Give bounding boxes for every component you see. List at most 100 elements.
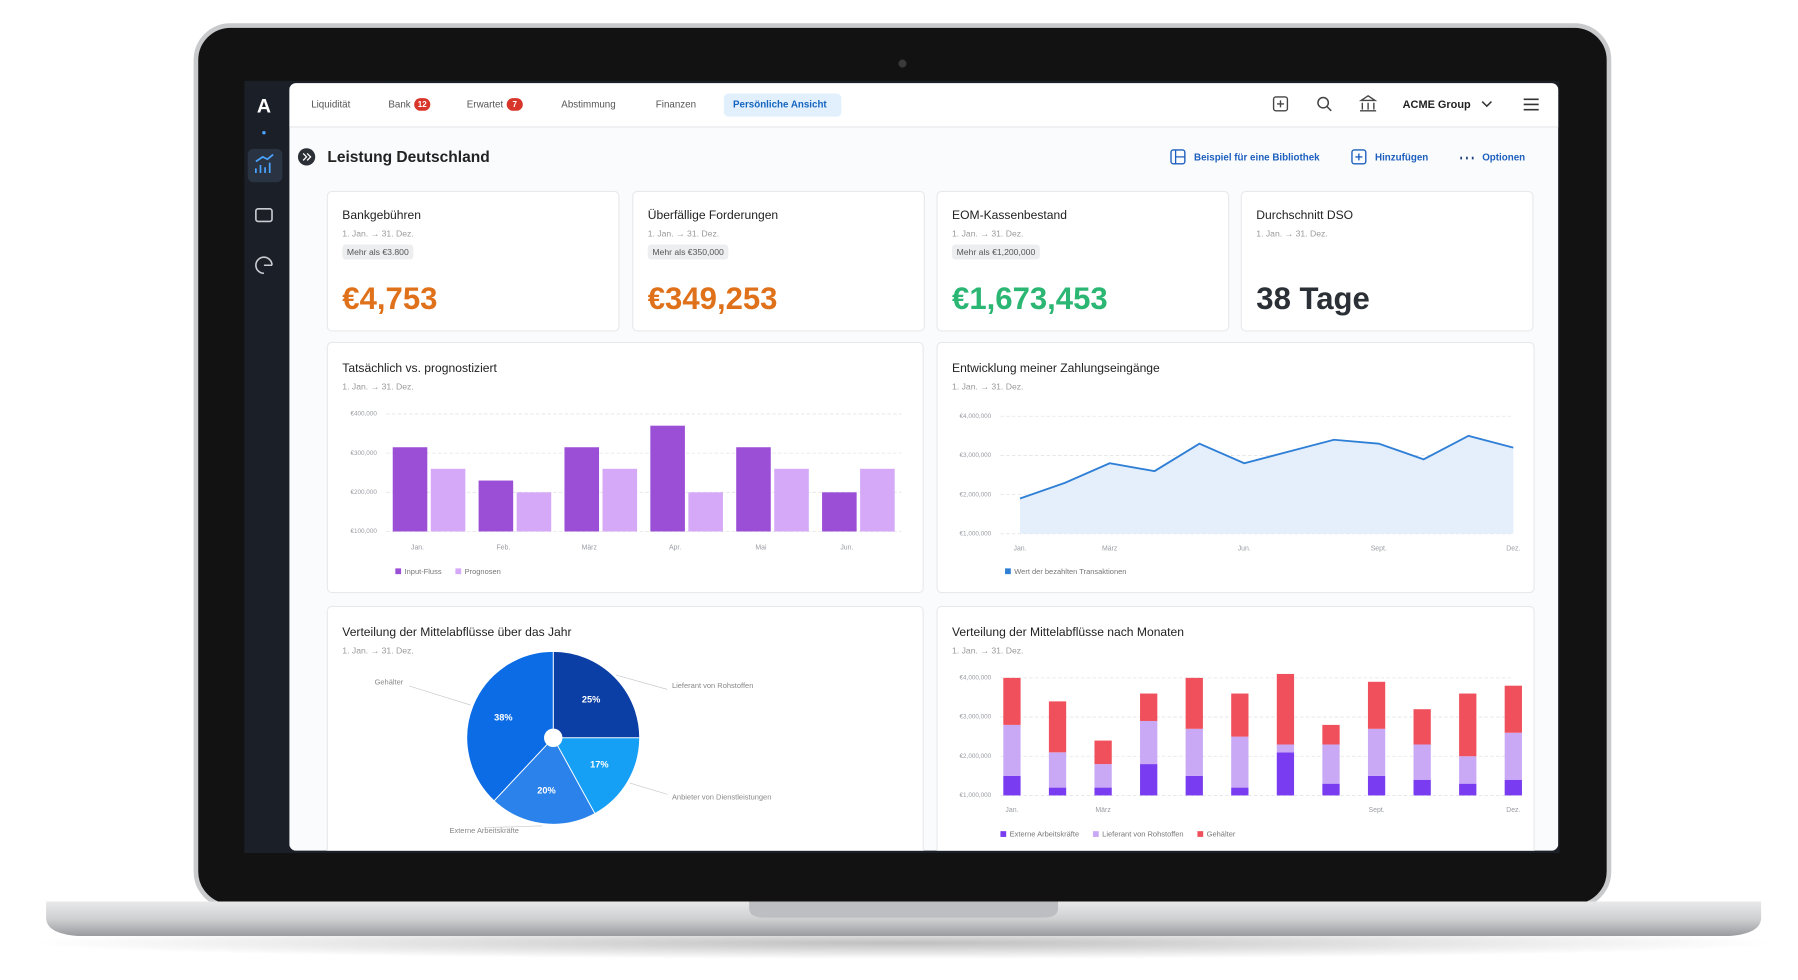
bar bbox=[736, 447, 771, 532]
chevron[interactable] bbox=[1481, 101, 1492, 108]
kpi-badge: Mehr als €350,000 bbox=[652, 247, 724, 257]
bar bbox=[774, 468, 809, 532]
chart-title: Verteilung der Mittelabflüsse über das J… bbox=[342, 625, 571, 639]
badge-bg bbox=[506, 98, 523, 111]
kpi-badge-bg bbox=[952, 244, 1040, 260]
slice-label: 38% bbox=[494, 713, 512, 723]
kpi-title: EOM-Kassenbestand bbox=[952, 208, 1067, 222]
kpi-value: €349,253 bbox=[648, 281, 778, 316]
x-tick-label: Dez. bbox=[1506, 807, 1520, 814]
pie-slice bbox=[466, 650, 554, 802]
x-tick-label: März bbox=[1102, 546, 1118, 553]
x-tick-label: Jan. bbox=[1013, 546, 1026, 553]
icon-plus bbox=[1277, 100, 1284, 108]
icon-search[interactable] bbox=[1317, 96, 1330, 109]
icon-bank[interactable] bbox=[1358, 94, 1378, 112]
legend-swatch bbox=[455, 568, 462, 575]
icon-search-handle bbox=[1326, 106, 1332, 112]
bar-segment bbox=[1094, 740, 1112, 765]
bar bbox=[392, 447, 428, 532]
y-tick-label: €3,000,000 bbox=[960, 452, 992, 459]
kpi-period: 1. Jan. → 31. Dez. bbox=[342, 228, 413, 238]
nav-tab[interactable]: Finanzen bbox=[656, 100, 696, 111]
legend-label: Prognosen bbox=[465, 567, 501, 576]
icon-wallet[interactable] bbox=[255, 207, 273, 223]
bar-segment bbox=[1048, 701, 1067, 753]
y-tick-label: €2,000,000 bbox=[960, 491, 992, 498]
slice-label: 25% bbox=[582, 694, 600, 704]
chart-subtitle: 1. Jan. → 31. Dez. bbox=[342, 382, 413, 392]
slice-label: 17% bbox=[590, 760, 608, 770]
kpi-badge-bg bbox=[342, 244, 414, 260]
bar-segment bbox=[1231, 736, 1249, 788]
icon-add[interactable] bbox=[1351, 149, 1367, 165]
legend-label: Wert der bezahlten Transaktionen bbox=[1014, 567, 1126, 576]
camera bbox=[898, 59, 907, 68]
pie-hole bbox=[544, 728, 563, 748]
bar-segment bbox=[1413, 709, 1431, 745]
legend-swatch bbox=[1000, 831, 1007, 837]
chart-subtitle: 1. Jan. → 31. Dez. bbox=[952, 382, 1023, 392]
kpi-value: €1,673,453 bbox=[952, 281, 1108, 316]
legend-swatch bbox=[1005, 568, 1011, 575]
icon-analytics[interactable] bbox=[255, 153, 274, 174]
kpi-title: Bankgebühren bbox=[342, 208, 421, 222]
x-tick-label: Jan. bbox=[1005, 807, 1018, 814]
icon-add-widget[interactable] bbox=[1272, 96, 1289, 112]
nav-tab[interactable]: Bank bbox=[388, 100, 410, 111]
nav-item-active[interactable] bbox=[247, 148, 283, 183]
bar bbox=[564, 447, 600, 532]
nav-tab[interactable]: Persönliche Ansicht bbox=[733, 100, 827, 111]
kpi-card bbox=[1240, 190, 1534, 332]
bar bbox=[602, 468, 638, 532]
bar-segment bbox=[1276, 673, 1295, 745]
badge-bg bbox=[414, 98, 431, 111]
leader-line bbox=[615, 674, 668, 690]
icon-connect[interactable] bbox=[255, 256, 273, 275]
slice-category: Lieferant von Rohstoffen bbox=[672, 681, 753, 690]
bar-segment bbox=[1322, 744, 1340, 784]
y-tick-label: €3,000,000 bbox=[960, 714, 992, 721]
bar-segment bbox=[1003, 724, 1021, 776]
dot bbox=[262, 130, 266, 135]
bar-segment bbox=[1322, 783, 1340, 796]
slice-category: Gehälter bbox=[375, 677, 404, 686]
chart-title: Entwicklung meiner Zahlungseingänge bbox=[952, 361, 1160, 375]
bar-segment bbox=[1140, 764, 1158, 796]
x-tick-label: Jun. bbox=[840, 544, 853, 551]
kpi-period: 1. Jan. → 31. Dez. bbox=[952, 228, 1023, 238]
nav-tab[interactable]: Liquidität bbox=[311, 100, 350, 111]
legend-label: Lieferant von Rohstoffen bbox=[1102, 830, 1183, 839]
slice-label: 20% bbox=[537, 785, 555, 795]
menu-icon[interactable] bbox=[1523, 98, 1539, 111]
kpi-value: 38 Tage bbox=[1256, 281, 1370, 316]
badge: 12 bbox=[418, 100, 427, 109]
bar-segment bbox=[1231, 693, 1249, 737]
bar-segment bbox=[1185, 677, 1203, 729]
y-tick-label: €2,000,000 bbox=[960, 753, 992, 760]
legend-label: Input-Fluss bbox=[405, 567, 442, 576]
action-options[interactable]: Optionen bbox=[1482, 153, 1525, 164]
x-tick-label: Feb. bbox=[496, 544, 510, 551]
bar bbox=[430, 468, 466, 532]
bar-segment bbox=[1504, 779, 1522, 796]
x-tick-label: März bbox=[1095, 807, 1111, 814]
y-tick-label: €4,000,000 bbox=[960, 413, 992, 420]
bar-segment bbox=[1367, 775, 1386, 796]
kpi-card bbox=[326, 190, 620, 332]
action-add[interactable]: Hinzufügen bbox=[1375, 153, 1428, 164]
bar-segment bbox=[1048, 787, 1067, 796]
kpi-card bbox=[632, 190, 925, 332]
kpi-title: Überfällige Forderungen bbox=[648, 208, 778, 222]
nav-tab[interactable]: Abstimmung bbox=[561, 100, 615, 111]
kpi-badge-bg bbox=[647, 244, 729, 260]
bar-segment bbox=[1276, 744, 1295, 753]
pie-slice bbox=[552, 650, 641, 739]
x-tick-label: Apr. bbox=[669, 544, 681, 551]
nav-tab[interactable]: Erwartet bbox=[467, 100, 504, 111]
action-library[interactable]: Beispiel für eine Bibliothek bbox=[1194, 153, 1320, 164]
company-switcher[interactable]: ACME Group bbox=[1403, 99, 1471, 111]
notch bbox=[749, 901, 1059, 918]
bar bbox=[688, 492, 723, 532]
